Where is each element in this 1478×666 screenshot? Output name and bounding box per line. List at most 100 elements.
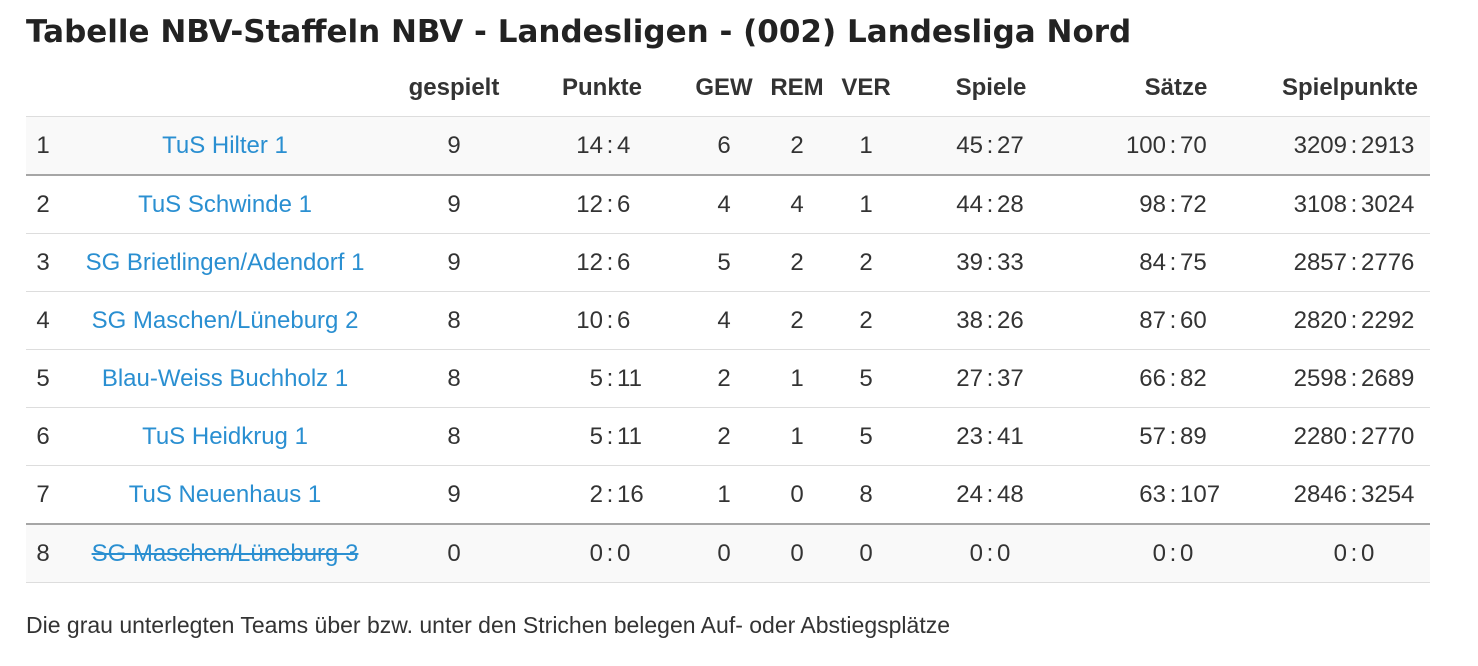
won-cell: 0 [686,523,762,583]
sets-cell-for: 0 [1152,539,1166,567]
points-cell-separator: : [606,422,614,450]
drawn-cell: 1 [762,349,832,408]
rally-points-cell-for: 2280 [1293,422,1347,450]
team-cell: TuS Heidkrug 1 [60,407,390,466]
team-link[interactable]: TuS Heidkrug 1 [142,422,308,450]
games-cell: 38:26 [900,291,1082,350]
points-cell-for: 2 [589,480,603,508]
sets-cell-against: 82 [1180,364,1207,392]
points-cell-against: 6 [617,248,631,276]
sets-cell-separator: : [1169,539,1177,567]
points-cell-separator: : [606,539,614,567]
sets-cell-for: 87 [1139,306,1166,334]
rally-points-cell: 3209:2913 [1270,116,1430,176]
rally-points-cell-against: 2292 [1361,306,1415,334]
rally-points-cell: 2280:2770 [1270,407,1430,466]
team-link[interactable]: TuS Hilter 1 [162,131,288,159]
rank-cell: 6 [26,407,60,466]
games-cell-separator: : [986,539,994,567]
sets-cell-against: 107 [1180,480,1221,508]
rally-points-cell: 0:0 [1270,523,1430,583]
sets-cell-separator: : [1169,131,1177,159]
header-rank [26,60,60,117]
team-link[interactable]: Blau-Weiss Buchholz 1 [101,364,349,392]
rally-points-cell-separator: : [1350,364,1358,392]
played-cell: 9 [390,465,518,525]
points-cell: 10:6 [518,291,686,350]
header-points: Punkte [561,74,642,101]
points-cell-against: 4 [617,131,631,159]
played-cell: 8 [390,407,518,466]
sets-cell-separator: : [1169,422,1177,450]
points-cell: 5:11 [518,407,686,466]
sets-cell: 66:82 [1082,349,1270,408]
games-cell-against: 33 [997,248,1024,276]
games-cell-separator: : [986,364,994,392]
drawn-cell: 0 [762,523,832,583]
games-cell: 24:48 [900,465,1082,525]
points-cell: 12:6 [518,174,686,234]
rank-cell: 5 [26,349,60,408]
points-cell-separator: : [606,306,614,334]
drawn-cell: 4 [762,174,832,234]
table-row: 2 TuS Schwinde 1 9 12:6 4 4 1 44:28 98:72 3108:30… [26,174,1430,234]
rally-points-cell-against: 2770 [1361,422,1415,450]
page-title: Tabelle NBV-Staffeln NBV - Landesligen -… [26,14,1132,50]
drawn-cell: 2 [762,116,832,176]
table-row: 1 TuS Hilter 1 9 14:4 6 2 1 45:27 100:70 3209:291… [26,116,1430,176]
sets-cell-for: 100 [1125,131,1166,159]
points-cell: 5:11 [518,349,686,408]
points-cell: 0:0 [518,523,686,583]
table-row: 6 TuS Heidkrug 1 8 5:11 2 1 5 23:41 57:89 2280:27… [26,407,1430,466]
lost-cell: 1 [832,174,900,234]
team-cell: SG Brietlingen/Adendorf 1 [60,233,390,292]
games-cell: 45:27 [900,116,1082,176]
rally-points-cell-for: 0 [1333,539,1347,567]
rally-points-cell-for: 2846 [1293,480,1347,508]
points-cell-for: 0 [589,539,603,567]
sets-cell-for: 57 [1139,422,1166,450]
team-link[interactable]: SG Maschen/Lüneburg 2 [91,306,359,334]
rally-points-cell-for: 2598 [1293,364,1347,392]
sets-cell-against: 0 [1180,539,1194,567]
rally-points-cell-against: 2689 [1361,364,1415,392]
games-cell-separator: : [986,190,994,218]
rank-cell: 4 [26,291,60,350]
team-cell: SG Maschen/Lüneburg 2 [60,291,390,350]
sets-cell-against: 89 [1180,422,1207,450]
games-cell: 0:0 [900,523,1082,583]
games-cell-against: 26 [997,306,1024,334]
points-cell-separator: : [606,480,614,508]
points-cell-for: 10 [576,306,603,334]
points-cell-against: 0 [617,539,631,567]
sets-cell-separator: : [1169,306,1177,334]
header-played: gespielt [408,74,500,101]
rally-points-cell-against: 3024 [1361,190,1415,218]
won-cell: 6 [686,116,762,176]
team-link[interactable]: TuS Schwinde 1 [138,190,312,218]
rank-cell: 2 [26,174,60,234]
team-link[interactable]: SG Brietlingen/Adendorf 1 [85,248,365,276]
team-link[interactable]: TuS Neuenhaus 1 [128,480,322,508]
rank-cell: 7 [26,465,60,525]
lost-cell: 8 [832,465,900,525]
sets-cell-against: 60 [1180,306,1207,334]
games-cell-against: 48 [997,480,1024,508]
games-cell: 44:28 [900,174,1082,234]
table-row: 4 SG Maschen/Lüneburg 2 8 10:6 4 2 2 38:26 87:60… [26,291,1430,350]
team-link[interactable]: SG Maschen/Lüneburg 3 [91,539,359,567]
games-cell-separator: : [986,248,994,276]
lost-cell: 1 [832,116,900,176]
points-cell: 2:16 [518,465,686,525]
played-cell: 0 [390,523,518,583]
points-cell-against: 11 [617,364,642,392]
sets-cell-for: 84 [1139,248,1166,276]
lost-cell: 0 [832,523,900,583]
sets-cell: 84:75 [1082,233,1270,292]
games-cell-for: 38 [956,306,983,334]
won-cell: 5 [686,233,762,292]
games-cell-for: 44 [956,190,983,218]
sets-cell-separator: : [1169,248,1177,276]
rally-points-cell: 2857:2776 [1270,233,1430,292]
header-sets: Sätze [1144,74,1208,101]
